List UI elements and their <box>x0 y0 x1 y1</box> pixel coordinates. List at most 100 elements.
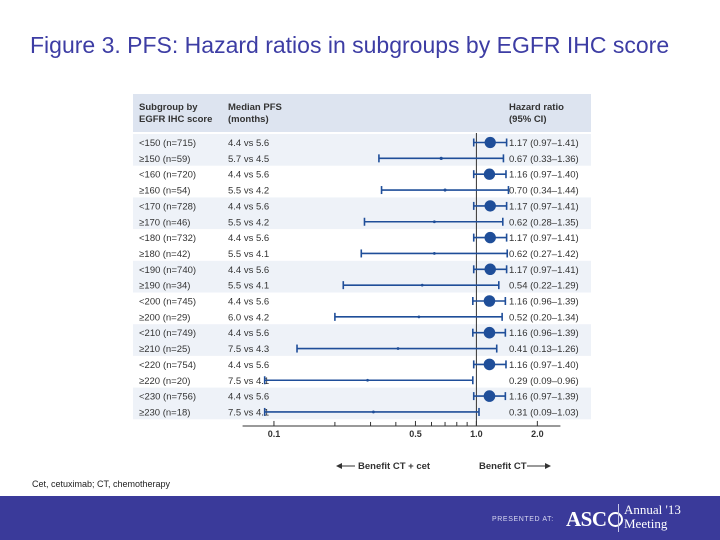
xlabel-benefit-ct: Benefit CT <box>479 461 527 472</box>
row-band <box>133 197 591 230</box>
hr-point <box>372 410 375 414</box>
row-subgroup-label: ≥230 (n=18) <box>139 407 190 418</box>
row-pfs-value: 6.0 vs 4.2 <box>228 312 269 323</box>
header-hr-line1: Hazard ratio <box>509 102 564 113</box>
row-hr-value: 1.17 (0.97–1.41) <box>509 201 579 212</box>
row-pfs-value: 4.4 vs 5.6 <box>228 265 269 276</box>
row-pfs-value: 5.5 vs 4.2 <box>228 186 269 197</box>
hr-point <box>484 263 496 276</box>
row-hr-value: 0.41 (0.13–1.26) <box>509 344 579 355</box>
row-hr-value: 1.16 (0.97–1.40) <box>509 360 579 371</box>
row-pfs-value: 4.4 vs 5.6 <box>228 138 269 149</box>
row-hr-value: 0.31 (0.09–1.03) <box>509 407 579 418</box>
row-pfs-value: 4.4 vs 5.6 <box>228 233 269 244</box>
row-hr-value: 0.67 (0.33–1.36) <box>509 154 579 165</box>
row-hr-value: 1.16 (0.96–1.39) <box>509 297 579 308</box>
row-pfs-value: 5.5 vs 4.1 <box>228 281 269 292</box>
row-pfs-value: 5.5 vs 4.1 <box>228 249 269 260</box>
row-pfs-value: 4.4 vs 5.6 <box>228 297 269 308</box>
row-band <box>133 134 591 166</box>
row-subgroup-label: <180 (n=732) <box>139 233 196 244</box>
row-subgroup-label: <170 (n=728) <box>139 201 196 212</box>
row-pfs-value: 4.4 vs 5.6 <box>228 360 269 371</box>
meeting-line2: Meeting <box>624 516 668 531</box>
row-hr-value: 0.54 (0.22–1.29) <box>509 281 579 292</box>
hr-point <box>483 358 496 371</box>
forest-plot: Subgroup by EGFR IHC score Median PFS (m… <box>133 94 591 472</box>
row-subgroup-label: ≥220 (n=20) <box>139 376 190 387</box>
row-pfs-value: 7.5 vs 4.1 <box>228 407 269 418</box>
hr-point <box>420 283 424 287</box>
forest-row: ≥190 (n=34) 5.5 vs 4.1 0.54 (0.22–1.29) <box>139 281 579 292</box>
row-subgroup-label: ≥150 (n=59) <box>139 154 190 165</box>
row-band <box>133 324 591 356</box>
row-hr-value: 0.52 (0.20–1.34) <box>509 312 579 323</box>
forest-row: <230 (n=756) 4.4 vs 5.6 1.16 (0.97–1.39) <box>139 390 579 403</box>
row-hr-value: 0.29 (0.09–0.96) <box>509 376 579 387</box>
row-subgroup-label: ≥210 (n=25) <box>139 344 190 355</box>
xlabel-benefit-ct-cet: Benefit CT + cet <box>358 461 431 472</box>
forest-row: <200 (n=745) 4.4 vs 5.6 1.16 (0.96–1.39) <box>139 295 579 308</box>
row-subgroup-label: <220 (n=754) <box>139 360 196 371</box>
forest-row: <160 (n=720) 4.4 vs 5.6 1.16 (0.97–1.40) <box>139 168 579 181</box>
header-subgroup-line1: Subgroup by <box>139 102 198 113</box>
row-hr-value: 1.17 (0.97–1.41) <box>509 233 579 244</box>
forest-row: <150 (n=715) 4.4 vs 5.6 1.17 (0.97–1.41) <box>139 136 579 149</box>
hr-point <box>484 200 496 212</box>
row-subgroup-label: <230 (n=756) <box>139 392 196 403</box>
forest-row: <190 (n=740) 4.4 vs 5.6 1.17 (0.97–1.41) <box>139 263 579 276</box>
row-subgroup-label: ≥160 (n=54) <box>139 186 190 197</box>
forest-row: <210 (n=749) 4.4 vs 5.6 1.16 (0.96–1.39) <box>139 326 579 339</box>
forest-row: ≥150 (n=59) 5.7 vs 4.5 0.67 (0.33–1.36) <box>139 154 579 165</box>
x-tick-label: 0.1 <box>268 429 281 439</box>
hr-point <box>366 378 369 382</box>
arrow-left-icon <box>336 463 342 469</box>
hr-point <box>484 231 496 244</box>
row-subgroup-label: ≥180 (n=42) <box>139 249 190 260</box>
row-subgroup-label: ≥170 (n=46) <box>139 217 190 228</box>
hr-point <box>483 295 496 307</box>
row-hr-value: 0.62 (0.27–1.42) <box>509 249 579 260</box>
hr-point <box>396 347 400 350</box>
forest-row: ≥220 (n=20) 7.5 vs 4.1 0.29 (0.09–0.96) <box>139 376 579 387</box>
x-tick-label: 1.0 <box>470 429 483 439</box>
row-hr-value: 0.62 (0.28–1.35) <box>509 217 579 228</box>
row-subgroup-label: <190 (n=740) <box>139 265 196 276</box>
annual-meeting-logo: Annual '13 Meeting <box>624 503 681 531</box>
row-hr-value: 1.16 (0.97–1.40) <box>509 170 579 181</box>
hr-point <box>432 220 436 224</box>
hr-point <box>432 252 436 255</box>
slide-title: Figure 3. PFS: Hazard ratios in subgroup… <box>30 32 670 58</box>
row-hr-value: 1.16 (0.97–1.39) <box>509 392 579 403</box>
row-hr-value: 1.17 (0.97–1.41) <box>509 265 579 276</box>
header-pfs-line1: Median PFS <box>228 102 282 113</box>
row-pfs-value: 4.4 vs 5.6 <box>228 328 269 339</box>
asco-logo: ASC <box>566 507 623 532</box>
hr-point <box>484 136 496 149</box>
row-subgroup-label: ≥200 (n=29) <box>139 312 190 323</box>
meeting-line1: Annual '13 <box>624 502 681 517</box>
logo-divider <box>618 504 619 532</box>
hr-point <box>439 156 443 160</box>
row-pfs-value: 4.4 vs 5.6 <box>228 392 269 403</box>
header-hr-line2: (95% CI) <box>509 114 546 125</box>
row-hr-value: 0.70 (0.34–1.44) <box>509 186 579 197</box>
hr-point <box>483 168 496 180</box>
x-tick-label: 0.5 <box>409 429 422 439</box>
row-band <box>133 387 591 420</box>
x-tick-label: 2.0 <box>531 429 544 439</box>
forest-row: ≥170 (n=46) 5.5 vs 4.2 0.62 (0.28–1.35) <box>139 217 579 228</box>
asco-logo-text: ASC <box>566 507 607 531</box>
header-subgroup-line2: EGFR IHC score <box>139 114 212 125</box>
row-subgroup-label: <150 (n=715) <box>139 138 196 149</box>
row-subgroup-label: <200 (n=745) <box>139 297 196 308</box>
forest-row: ≥160 (n=54) 5.5 vs 4.2 0.70 (0.34–1.44) <box>139 186 579 197</box>
row-pfs-value: 4.4 vs 5.6 <box>228 170 269 181</box>
hr-point <box>483 390 496 402</box>
forest-row: ≥200 (n=29) 6.0 vs 4.2 0.52 (0.20–1.34) <box>139 312 579 323</box>
row-pfs-value: 5.7 vs 4.5 <box>228 154 269 165</box>
forest-row: ≥230 (n=18) 7.5 vs 4.1 0.31 (0.09–1.03) <box>139 407 579 418</box>
asco-ring-icon <box>607 512 623 527</box>
row-subgroup-label: <160 (n=720) <box>139 170 196 181</box>
forest-row: ≥210 (n=25) 7.5 vs 4.3 0.41 (0.13–1.26) <box>139 344 579 355</box>
